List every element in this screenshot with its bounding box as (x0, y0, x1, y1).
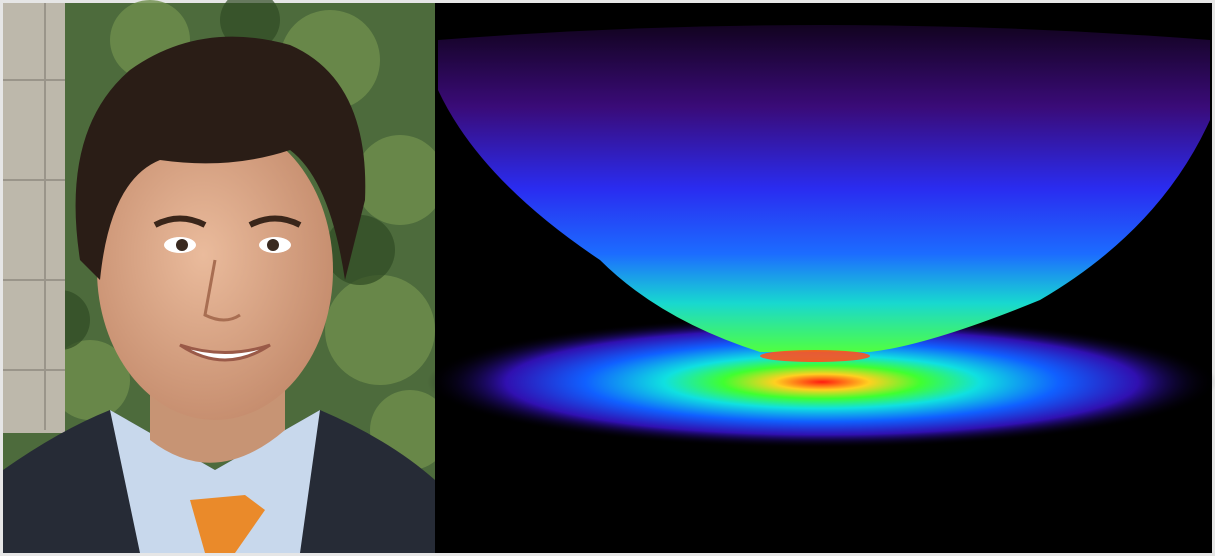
stone-wall (3, 3, 65, 433)
hair (75, 36, 366, 281)
dome-surface (438, 25, 1210, 352)
face (97, 120, 333, 420)
tie (190, 495, 265, 553)
wall-joints (3, 3, 65, 430)
right-pupil (267, 239, 279, 251)
contact-point (760, 350, 870, 362)
smile (179, 343, 271, 362)
nose (203, 259, 241, 322)
left-pupil (176, 239, 188, 251)
glowing-disk (427, 316, 1215, 448)
eyebrows (153, 215, 302, 228)
visualization-panel (427, 3, 1215, 553)
portrait-photo (3, 0, 450, 553)
foliage-texture (50, 0, 450, 470)
